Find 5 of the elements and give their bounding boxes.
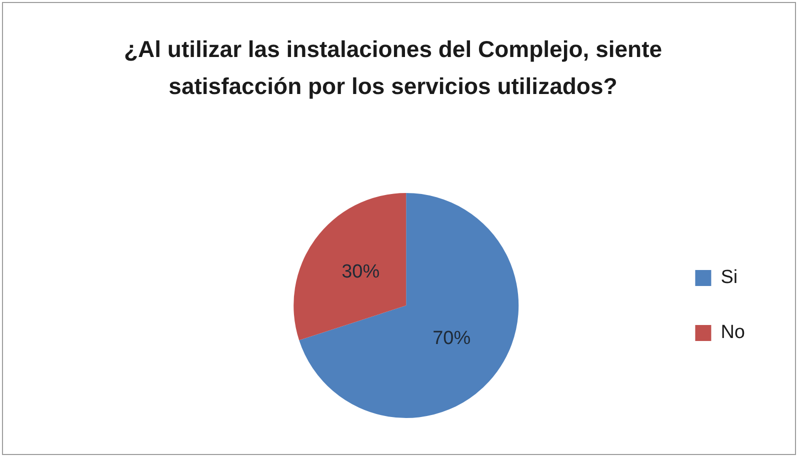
chart-title: ¿Al utilizar las instalaciones del Complejo, siente satisfacción por los servicios utilizados? bbox=[123, 35, 663, 101]
legend-label: Si bbox=[720, 267, 738, 288]
data-label: 70% bbox=[432, 328, 471, 349]
legend-label: No bbox=[720, 322, 746, 344]
data-label: 30% bbox=[342, 262, 380, 283]
